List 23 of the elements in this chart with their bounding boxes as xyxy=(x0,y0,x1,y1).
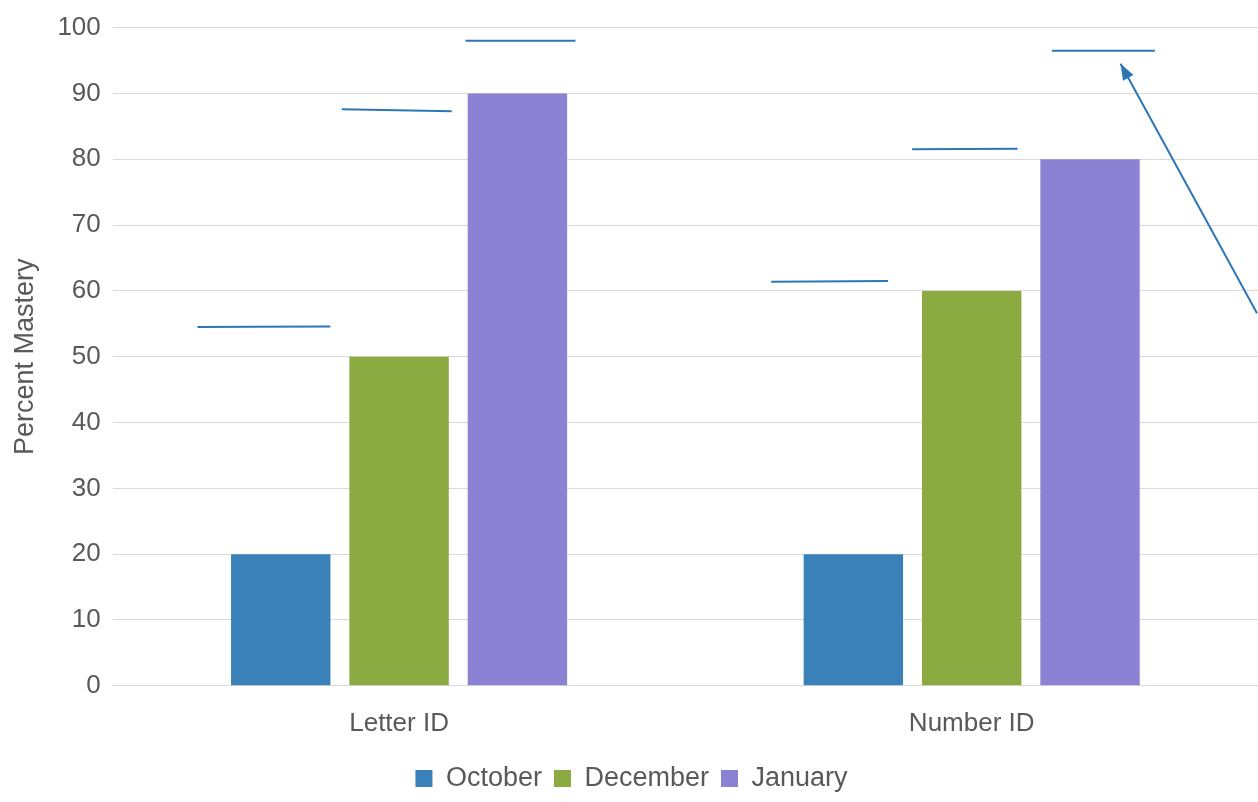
y-tick-label: 10 xyxy=(71,603,101,634)
x-tick-label: Letter ID xyxy=(349,706,449,737)
bar xyxy=(349,356,449,686)
x-tick-label: Number ID xyxy=(908,706,1035,737)
bar xyxy=(1040,159,1140,686)
y-tick-label: 100 xyxy=(57,10,101,41)
y-tick-label: 30 xyxy=(71,471,101,502)
y-tick-label: 0 xyxy=(86,668,101,699)
y-tick-label: 70 xyxy=(71,208,101,239)
bar xyxy=(231,554,331,686)
bar xyxy=(803,554,904,686)
y-tick-label: 90 xyxy=(71,76,101,107)
legend-label: December xyxy=(584,761,710,792)
y-tick-label: 80 xyxy=(71,142,101,173)
y-tick-label: 40 xyxy=(71,405,101,436)
y-tick-label: 20 xyxy=(71,537,101,568)
y-axis-title: Percent Mastery xyxy=(8,257,39,455)
bar xyxy=(467,93,568,686)
legend-label: October xyxy=(445,761,542,792)
bar xyxy=(921,290,1022,686)
y-tick-label: 60 xyxy=(71,274,101,305)
legend-label: January xyxy=(751,761,849,792)
y-tick-label: 50 xyxy=(71,339,101,370)
